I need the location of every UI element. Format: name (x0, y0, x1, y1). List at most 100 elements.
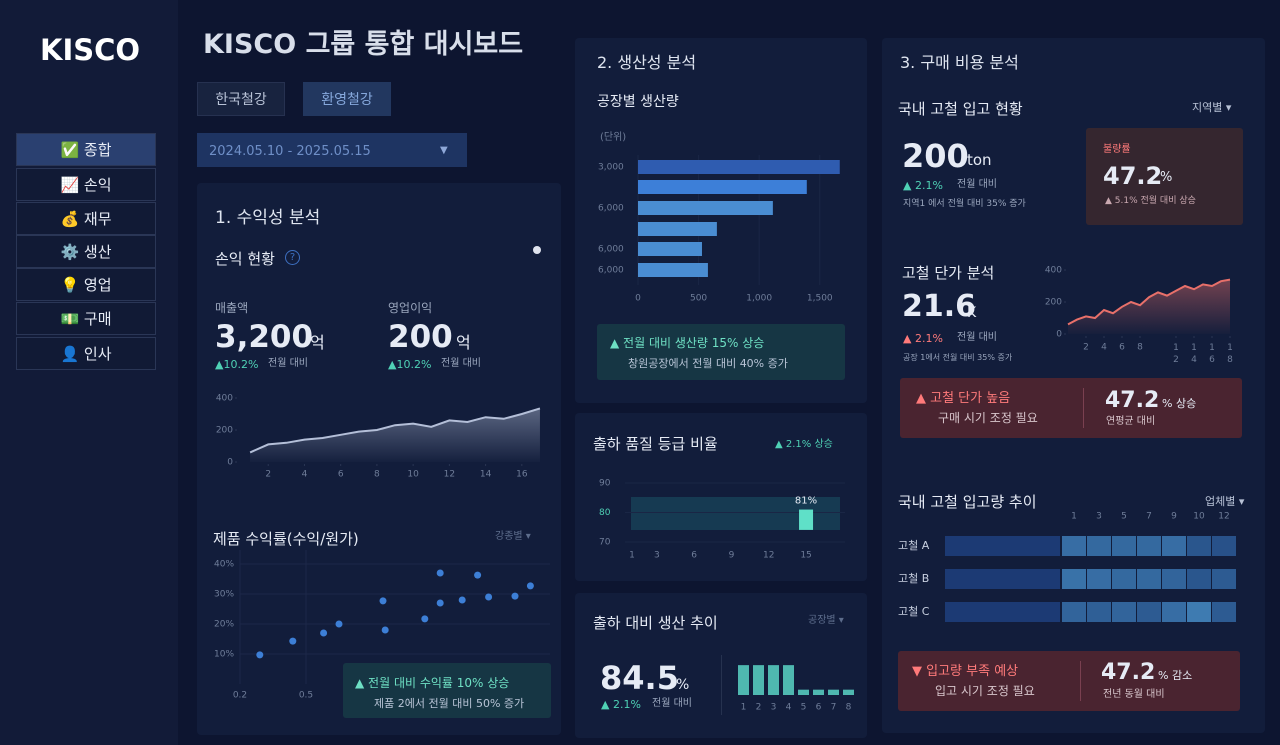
kpi-label: 영업이익 (388, 301, 433, 315)
menu-item[interactable]: 📈 손익 (16, 168, 156, 201)
section-title: 3. 구매 비용 분석 (900, 53, 1019, 72)
kpi-unit: ton (967, 151, 992, 169)
x-tick-label: 1,500 (807, 294, 833, 304)
y-tick-label: 40% (214, 560, 234, 570)
line (249, 407, 541, 454)
point (511, 592, 519, 600)
x-tick-label: 4 (302, 470, 308, 480)
callout-headline: ▲ 전월 대비 생산량 15% 상승 (610, 336, 765, 350)
alert-action: 입고 시기 조정 필요 (935, 684, 1035, 698)
x-tick-label: 10 (407, 470, 419, 480)
y-tick-label: 80 (599, 508, 611, 518)
x-tick-label: 0.5 (299, 691, 313, 701)
company-tab[interactable]: 한국철강 (197, 82, 285, 116)
y-tick-label: 200 (216, 426, 233, 436)
x-tick-label: 16 (516, 470, 528, 480)
bar (638, 263, 708, 277)
date-range: 2024.05.10 - 2025.05.15 (209, 144, 371, 159)
margin-scatter: 10% 20% 30% 40% 0.2 0.5 (214, 550, 550, 701)
x-tick-label: 500 (690, 294, 707, 304)
point (381, 626, 389, 634)
alert-action: 구매 시기 조정 필요 (938, 411, 1038, 425)
alert (898, 651, 1240, 711)
help-icon[interactable]: ? (285, 250, 300, 265)
callout (343, 663, 551, 718)
chart-title: 제품 수익률(수익/원가) (213, 530, 359, 548)
y-tick-label: 6,000 (598, 204, 624, 214)
filter[interactable]: 지역별 ▾ (1192, 101, 1232, 114)
row-base (945, 602, 1060, 622)
company-tab[interactable]: 환영철강 (303, 82, 391, 116)
point (474, 571, 482, 579)
bar (828, 689, 839, 695)
bar (638, 222, 717, 236)
page-title: KISCO 그룹 통합 대시보드 (203, 29, 524, 60)
column-label: 9 (1171, 512, 1177, 522)
column-label: 12 (1218, 512, 1229, 522)
menu-item[interactable]: 👤 인사 (16, 337, 156, 370)
chart-title: 출하 품질 등급 비율 (593, 435, 718, 453)
callout (597, 324, 845, 380)
alert-basis: 전년 동월 대비 (1103, 689, 1165, 700)
column-label: 5 (1121, 512, 1127, 522)
x-tick-label: 12 (444, 470, 455, 480)
menu-item[interactable]: 💰 재무 (16, 202, 156, 235)
price-chart: 0 200 400 2 4 6 8 1 2 1 4 1 6 1 8 (1045, 266, 1233, 365)
alert-value: 47.2 (1101, 660, 1156, 685)
x-tick-label: 8 (846, 703, 852, 713)
filter[interactable]: 업체별 ▾ (1205, 495, 1245, 508)
x-tick-label: 6 (338, 470, 344, 480)
cell (1162, 602, 1186, 622)
area (1068, 279, 1230, 334)
kpi-value: 3,200 (215, 319, 314, 355)
cell (1112, 536, 1136, 556)
section-title: 1. 수익성 분석 (215, 208, 321, 228)
divider (1083, 388, 1084, 428)
bar (753, 665, 764, 695)
chart-title: 고철 단가 분석 (902, 264, 995, 282)
date-picker[interactable] (197, 133, 467, 167)
kpi-value: 21.6 (902, 289, 977, 324)
menu-item[interactable]: ⚙️ 생산 (16, 235, 156, 268)
x-tick-label: 1,000 (746, 294, 772, 304)
filter[interactable]: 공장별 ▾ (808, 615, 844, 626)
kpi-note: 전월 대비 (652, 698, 692, 709)
x-tick-label: 3 (771, 703, 777, 713)
point (289, 637, 297, 645)
x-tick-label: 14 (480, 470, 492, 480)
x-tick-label: 8 (1137, 343, 1143, 353)
plant-output-chart: 0 500 1,000 1,500 3,000 6,000 6,000 6,000 (598, 155, 840, 304)
cell (1212, 569, 1236, 589)
callout-headline: ▲ 전월 대비 수익률 10% 상승 (355, 676, 510, 690)
x-tick-label: 5 (801, 703, 807, 713)
point (458, 596, 466, 604)
y-tick-label: 0 (227, 458, 233, 468)
menu-item[interactable]: 💵 구매 (16, 302, 156, 335)
bar (768, 665, 779, 695)
kpi-change: ▲10.2% (388, 358, 432, 371)
bar (638, 180, 807, 194)
menu-item[interactable]: ✅ 종합 (16, 133, 156, 166)
y-tick-label: 200 (1045, 298, 1062, 308)
cell (1137, 602, 1161, 622)
x-tick-label: 2 (1083, 343, 1089, 353)
menu-item[interactable]: 💡 영업 (16, 268, 156, 301)
section-title: 2. 생산성 분석 (597, 53, 697, 72)
cell (1137, 536, 1161, 556)
cell (1187, 536, 1211, 556)
bar (799, 509, 814, 530)
divider (1080, 661, 1081, 701)
kpi-detail: 공장 1에서 전월 대비 35% 증가 (903, 353, 1013, 362)
point (436, 569, 444, 577)
x-tick-label: 4 (1101, 343, 1107, 353)
filter[interactable]: 강종별 ▾ (495, 531, 531, 542)
kpi-change: ▲ 2.1% (903, 332, 943, 345)
y-tick-label: 90 (599, 479, 611, 489)
y-tick-label: 6,000 (598, 245, 624, 255)
row-base (945, 536, 1060, 556)
defect-unit: % (1160, 170, 1173, 185)
y-tick-label: 400 (216, 394, 233, 404)
kpi-change: ▲10.2% (215, 358, 259, 371)
